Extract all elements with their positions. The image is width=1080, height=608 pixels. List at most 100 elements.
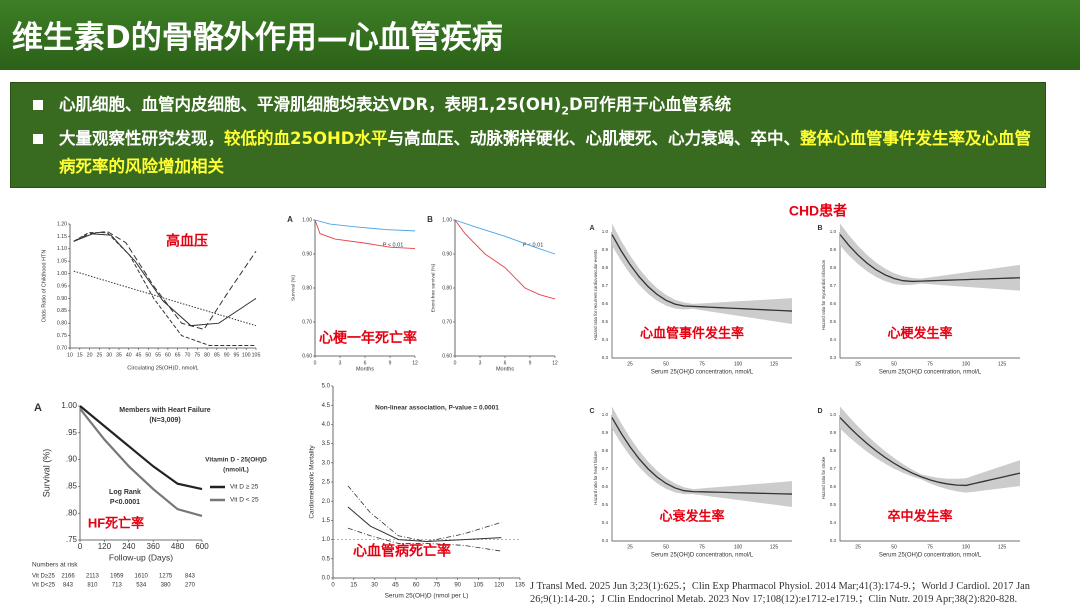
y-tick-label: 0.7 (830, 466, 837, 471)
x-axis-label: Serum 25(OH)D (nmol per L) (385, 593, 469, 600)
y-tick-label: 0.5 (602, 319, 609, 324)
label: Log Rank (109, 489, 141, 496)
curve (314, 219, 416, 250)
y-tick-label: 1.00 (302, 217, 312, 223)
panel-letter: C (589, 408, 594, 415)
axis (69, 224, 256, 349)
y-tick-label: 0.4 (602, 520, 609, 525)
curve (314, 219, 416, 232)
y-tick-label: .80 (66, 508, 78, 517)
y-tick-label: 0.70 (442, 319, 452, 325)
x-tick-label: 0 (78, 542, 83, 551)
x-axis-label: Serum 25(OH)D concentration, nmol/L (879, 553, 982, 559)
annotation: Non-linear association, P-value = 0.0001 (375, 405, 499, 412)
axis (611, 415, 792, 542)
y-tick-label: 1.0 (322, 537, 331, 543)
figure-label: HF死亡率 (88, 515, 144, 530)
x-tick-label: 25 (96, 352, 102, 358)
y-tick-label: 4.5 (322, 403, 331, 409)
bullet-box: 心肌细胞、血管内皮细胞、平滑肌细胞均表达VDR，表明1,25(OH)2D可作用于… (10, 82, 1046, 188)
x-tick-label: 9 (529, 360, 532, 366)
figure-label: 心梗一年死亡率 (319, 330, 417, 346)
x-tick-label: 70 (185, 352, 191, 358)
x-tick-label: 45 (136, 352, 142, 358)
curve (839, 417, 1021, 487)
x-tick-label: 85 (214, 352, 220, 358)
bullet-text: 大量观察性研究发现， (59, 129, 224, 149)
axis (611, 232, 792, 359)
y-tick-label: 0.6 (830, 484, 837, 489)
figure-label: CHD患者 (789, 203, 847, 219)
y-tick-label: 0.6 (602, 301, 609, 306)
y-tick-label: 3.5 (322, 441, 331, 447)
y-tick-label: 0.80 (442, 285, 452, 291)
y-tick-label: 0.4 (830, 520, 837, 525)
label: P<0.0001 (110, 499, 140, 506)
bullet: 心肌细胞、血管内皮细胞、平滑肌细胞均表达VDR，表明1,25(OH)2D可作用于… (33, 91, 1031, 125)
x-tick-label: 75 (927, 361, 933, 367)
y-axis-label: Hazard ratio for myocardial infarction (821, 259, 826, 330)
y-tick-label: 0.60 (302, 353, 312, 359)
x-tick-label: 10 (67, 352, 73, 358)
y-tick-label: 0.8 (830, 448, 837, 453)
figure-label: 心血管事件发生率 (640, 325, 744, 340)
x-tick-label: 75 (699, 361, 705, 367)
x-tick-label: 125 (998, 361, 1007, 367)
bullet: 大量观察性研究发现，较低的血25OHD水平与高血压、动脉粥样硬化、心肌梗死、心力… (33, 125, 1031, 181)
y-tick-label: 1.0 (602, 412, 609, 417)
x-tick-label: 45 (392, 583, 399, 589)
y-tick-label: 1.0 (830, 229, 837, 234)
band (840, 223, 1020, 291)
axis (839, 232, 1020, 359)
x-tick-label: 3 (339, 360, 342, 366)
y-tick-label: 0.4 (602, 337, 609, 342)
y-tick-label: 5.0 (322, 384, 331, 390)
y-tick-label: 0.5 (830, 502, 837, 507)
curve (347, 506, 502, 543)
x-tick-label: 100 (734, 361, 743, 367)
x-tick-label: 6 (364, 360, 367, 366)
y-tick-label: 0.5 (322, 556, 331, 562)
x-axis-label: Circulating 25(OH)D, nmol/L (127, 366, 198, 372)
x-tick-label: 60 (165, 352, 171, 358)
y-tick-label: 0.3 (602, 355, 609, 360)
curve (73, 233, 257, 327)
y-tick-label: 2.0 (322, 499, 331, 505)
y-tick-label: 0.7 (602, 466, 609, 471)
y-tick-label: 0.80 (302, 285, 312, 291)
citation: J Transl Med. 2025 Jun 3;23(1):625.；Clin… (530, 581, 1030, 605)
x-tick-label: 105 (252, 352, 261, 358)
y-tick-label: 1.20 (57, 221, 67, 227)
y-tick-label: .90 (66, 455, 78, 464)
x-tick-label: 75 (434, 583, 441, 589)
panel-letter: B (817, 225, 822, 232)
y-tick-label: 0.6 (830, 301, 837, 306)
x-tick-label: 125 (770, 361, 779, 367)
x-tick-label: 50 (891, 544, 897, 550)
legend-label: Vit D < 25 (230, 497, 259, 504)
y-tick-label: 0.75 (57, 333, 67, 339)
y-tick-label: 0.60 (442, 353, 452, 359)
p-value: P < 0.01 (523, 242, 544, 248)
y-axis-label: Cardiometabolic Mortality (309, 445, 316, 519)
bullet-text: D可作用于心血管系统 (568, 95, 732, 114)
risk-cell: 713 (112, 583, 123, 589)
curve (79, 407, 203, 517)
x-tick-label: 125 (770, 544, 779, 550)
y-tick-label: 0.8 (602, 265, 609, 270)
risk-cell: 380 (161, 583, 172, 589)
risk-cell: Vit D≥25 (32, 574, 56, 580)
axis (839, 415, 1020, 542)
y-axis-label: Odds Ratio of Childhood HTN (41, 250, 47, 323)
x-tick-label: 240 (122, 542, 136, 551)
curve (79, 405, 203, 491)
y-axis-label: Survival (%) (41, 449, 51, 498)
x-tick-label: 90 (454, 583, 461, 589)
x-tick-label: 20 (87, 352, 93, 358)
y-tick-label: 0.6 (602, 484, 609, 489)
subscript: 2 (561, 104, 569, 118)
x-tick-label: 95 (234, 352, 240, 358)
y-axis-label: Survival (%) (290, 275, 296, 301)
x-tick-label: 25 (855, 361, 861, 367)
